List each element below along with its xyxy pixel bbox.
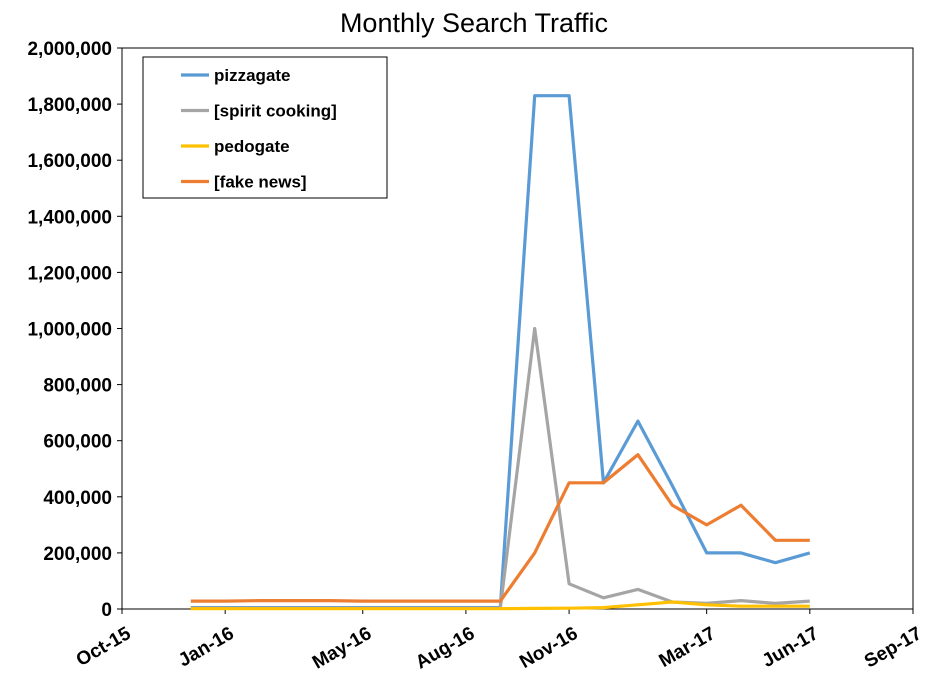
y-tick-label: 600,000 [43,432,112,453]
y-tick-label: 2,000,000 [27,39,112,60]
x-tick-label: Mar-17 [656,623,720,672]
y-tick-label: 1,000,000 [27,320,112,341]
y-tick-label: 1,600,000 [27,151,112,172]
y-tick-label: 1,800,000 [27,95,112,116]
legend-box [142,56,388,199]
legend-label: [spirit cooking] [214,102,337,121]
series-line-fake-news [190,453,810,603]
x-tick-label: May-16 [309,623,375,673]
series-line-pedogate [190,600,810,611]
y-tick-label: 0 [101,600,112,621]
x-tick-label: Aug-16 [412,623,478,673]
y-tick-label: 400,000 [43,488,112,509]
y-tick-label: 1,200,000 [27,263,112,284]
x-tick-label: Nov-16 [516,623,581,673]
legend-label: [fake news] [214,173,307,192]
legend: pizzagate [spirit cooking] pedogate [fake n… [142,56,388,199]
y-axis: 0 200,000 400,000 600,000 800,000 1,000,000 1,… [27,39,914,621]
x-tick-label: Sep-17 [861,623,925,672]
series-line-spirit-cooking [190,326,810,610]
x-axis: Oct-15 Jan-16 May-16 Aug-16 Nov-16 Mar-17 Jun-… [73,609,926,674]
x-tick-label: Jun-17 [759,623,823,672]
y-tick-label: 1,400,000 [27,207,112,228]
series-lines [190,94,811,611]
legend-label: pedogate [214,137,290,156]
x-tick-label: Oct-15 [73,623,135,671]
chart-title: Monthly Search Traffic [339,8,609,38]
legend-label: pizzagate [214,66,291,85]
y-tick-label: 800,000 [43,376,112,397]
x-tick-label: Jan-16 [175,623,238,671]
y-tick-label: 200,000 [43,544,112,565]
